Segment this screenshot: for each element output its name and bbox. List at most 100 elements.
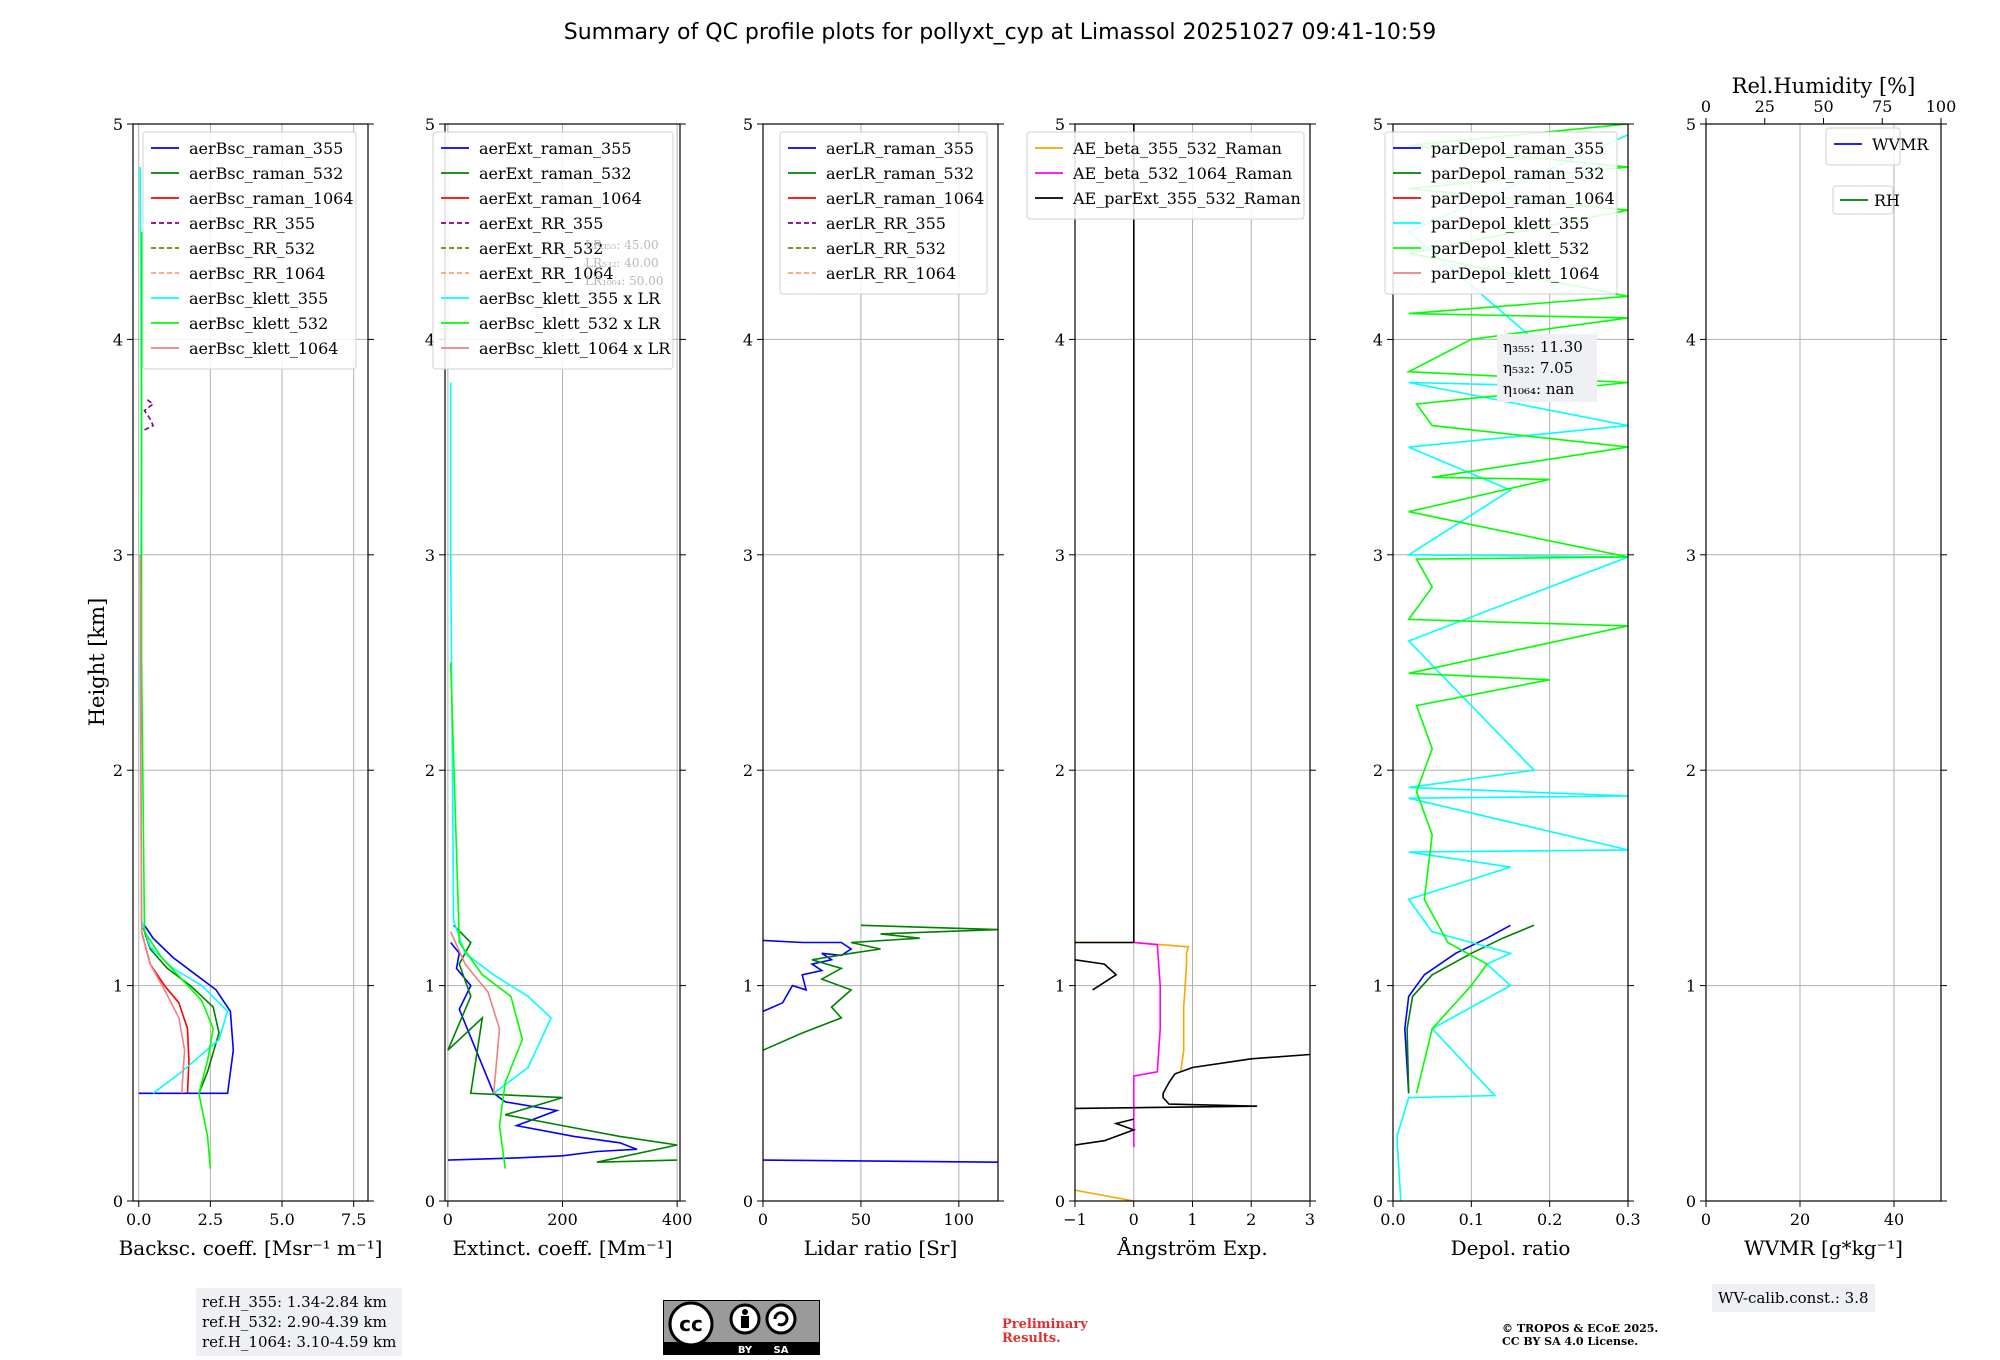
eta-box	[1497, 334, 1597, 402]
series-line	[1133, 941, 1161, 1148]
y-tick-label: 4	[113, 330, 123, 349]
legend-box	[779, 131, 988, 295]
series-group	[138, 167, 235, 1169]
copyright-note: © TROPOS & ECoE 2025. CC BY SA 4.0 Licen…	[1502, 1322, 1658, 1348]
eta-text: η₅₃₂: 7.05	[1503, 359, 1573, 377]
series-line	[1075, 1053, 1310, 1110]
legend-label: aerBsc_klett_355 x LR	[479, 289, 661, 308]
series-line	[139, 554, 186, 1094]
x-axis-label: Backsc. coeff. [Msr⁻¹ m⁻¹]	[119, 1236, 383, 1260]
x-tick-label: 0.0	[126, 1210, 151, 1229]
y-tick-label: 4	[1055, 330, 1065, 349]
eta-text: η₃₅₅: 11.30	[1503, 338, 1583, 356]
y-tick-label: 5	[1686, 115, 1696, 134]
series-line	[1396, 134, 1628, 1201]
legend-label: aerExt_raman_532	[479, 164, 632, 183]
y-tick-label: 1	[1686, 977, 1696, 996]
legend-label: aerBsc_klett_1064 x LR	[479, 339, 671, 358]
legend-label: aerBsc_raman_532	[189, 164, 343, 183]
panel-1: 0.0 2.5 5.0 7.5 0 1 2 3 4 5 Backsc. coeff. [Msr⁻¹ …	[113, 115, 383, 1260]
legend-label: aerBsc_RR_1064	[189, 264, 325, 283]
x-axis-label: Extinct. coeff. [Mm⁻¹]	[452, 1236, 672, 1260]
x-tick-label: 50	[851, 1210, 871, 1229]
series-line	[1075, 959, 1118, 991]
series-line	[140, 231, 215, 1169]
x-tick-label: 40	[1884, 1210, 1904, 1229]
cc-sa-label: SA	[774, 1345, 789, 1355]
legend-box	[1825, 127, 1901, 166]
y-tick-label: 2	[425, 761, 435, 780]
y-tick-label: 2	[1055, 761, 1065, 780]
series-line	[1075, 1118, 1137, 1146]
legend-label: AE_beta_532_1064_Raman	[1072, 164, 1292, 183]
series-line	[1075, 1189, 1134, 1201]
legend-label: aerExt_RR_532	[479, 239, 603, 258]
x-tick-label: 0.3	[1615, 1210, 1640, 1229]
copyright-line-2: CC BY SA 4.0 License.	[1502, 1335, 1639, 1348]
legend-label: aerExt_RR_1064	[479, 264, 614, 283]
legend-label: parDepol_klett_532	[1431, 239, 1589, 258]
legend-label: parDepol_raman_355	[1431, 139, 1604, 158]
y-tick-label: 3	[1686, 546, 1696, 565]
lidar-ratio-text: LR₅₃₂: 40.00	[585, 256, 659, 270]
y-axis-label: Height [km]	[85, 598, 109, 727]
legend-label: RH	[1874, 191, 1900, 210]
panel-2: 0 200 400 0 1 2 3 4 5 Extinct. coeff. [Mm⁻¹] aerEx…	[425, 115, 693, 1260]
preliminary-line-2: Results.	[1002, 1331, 1061, 1346]
x-tick-label: 0	[1701, 1210, 1711, 1229]
legend-box	[142, 131, 357, 370]
y-tick-label: 5	[113, 115, 123, 134]
y-tick-label: 1	[113, 977, 123, 996]
x-tick-label: 0	[443, 1210, 453, 1229]
series-line	[449, 931, 501, 1094]
lidar-ratio-text: LR₁₀₆₄: 50.00	[585, 274, 663, 288]
x-tick-label: 400	[662, 1210, 693, 1229]
series-line	[447, 924, 678, 1163]
series-group	[763, 924, 998, 1163]
y-tick-label: 3	[113, 546, 123, 565]
y-tick-label: 3	[743, 546, 753, 565]
x-tick-label: 0.2	[1537, 1210, 1562, 1229]
wv-calib-box: WV-calib.const.: 3.8	[1712, 1284, 1875, 1312]
copyright-line-1: © TROPOS & ECoE 2025.	[1502, 1322, 1659, 1335]
y-tick-label: 4	[1373, 330, 1383, 349]
legend-label: aerBsc_raman_1064	[189, 189, 354, 208]
x-axis-label: WVMR [g*kg⁻¹]	[1744, 1236, 1903, 1260]
y-tick-label: 1	[425, 977, 435, 996]
legend-label: aerBsc_klett_1064	[189, 339, 338, 358]
x-axis-label: Depol. ratio	[1451, 1236, 1571, 1260]
x-tick-label: 0.0	[1380, 1210, 1405, 1229]
eta-text: η₁₀₆₄: nan	[1503, 380, 1574, 398]
y-tick-label: 3	[425, 546, 435, 565]
legend-box	[1026, 131, 1305, 220]
y-tick-label: 5	[425, 115, 435, 134]
legend-label: aerBsc_klett_532 x LR	[479, 314, 661, 333]
series-line	[447, 942, 638, 1161]
legend-label: aerExt_raman_355	[479, 139, 632, 158]
ref-height-532: ref.H_532: 2.90-4.39 km	[202, 1313, 387, 1331]
series-line	[763, 1159, 998, 1163]
series-line	[138, 924, 235, 1095]
x-tick-label: 20	[1790, 1210, 1810, 1229]
y-tick-label: 1	[1373, 977, 1383, 996]
y-tick-label: 1	[1055, 977, 1065, 996]
y-tick-label: 0	[113, 1192, 123, 1211]
y-tick-label: 3	[1055, 546, 1065, 565]
axes-frame	[1392, 123, 1629, 1202]
legend-box	[432, 131, 674, 370]
x-top-axis-label: Rel.Humidity [%]	[1732, 74, 1916, 98]
panel-5: 0.0 0.1 0.2 0.3 0 1 2 3 4 5 Depol. ratio parDepol_r…	[1373, 115, 1641, 1260]
y-tick-label: 0	[1686, 1192, 1696, 1211]
y-tick-label: 5	[1055, 115, 1065, 134]
preliminary-note: Preliminary Results.	[1002, 1318, 1088, 1346]
y-tick-label: 0	[425, 1192, 435, 1211]
series-group	[1075, 124, 1310, 1201]
series-line	[1406, 924, 1535, 1094]
legend-label: aerBsc_klett_355	[189, 289, 328, 308]
ref-height-1064: ref.H_1064: 3.10-4.59 km	[202, 1333, 397, 1351]
legend-label: aerBsc_raman_355	[189, 139, 343, 158]
y-tick-label: 2	[113, 761, 123, 780]
x-tick-label: 7.5	[341, 1210, 366, 1229]
series-line	[763, 924, 998, 1051]
